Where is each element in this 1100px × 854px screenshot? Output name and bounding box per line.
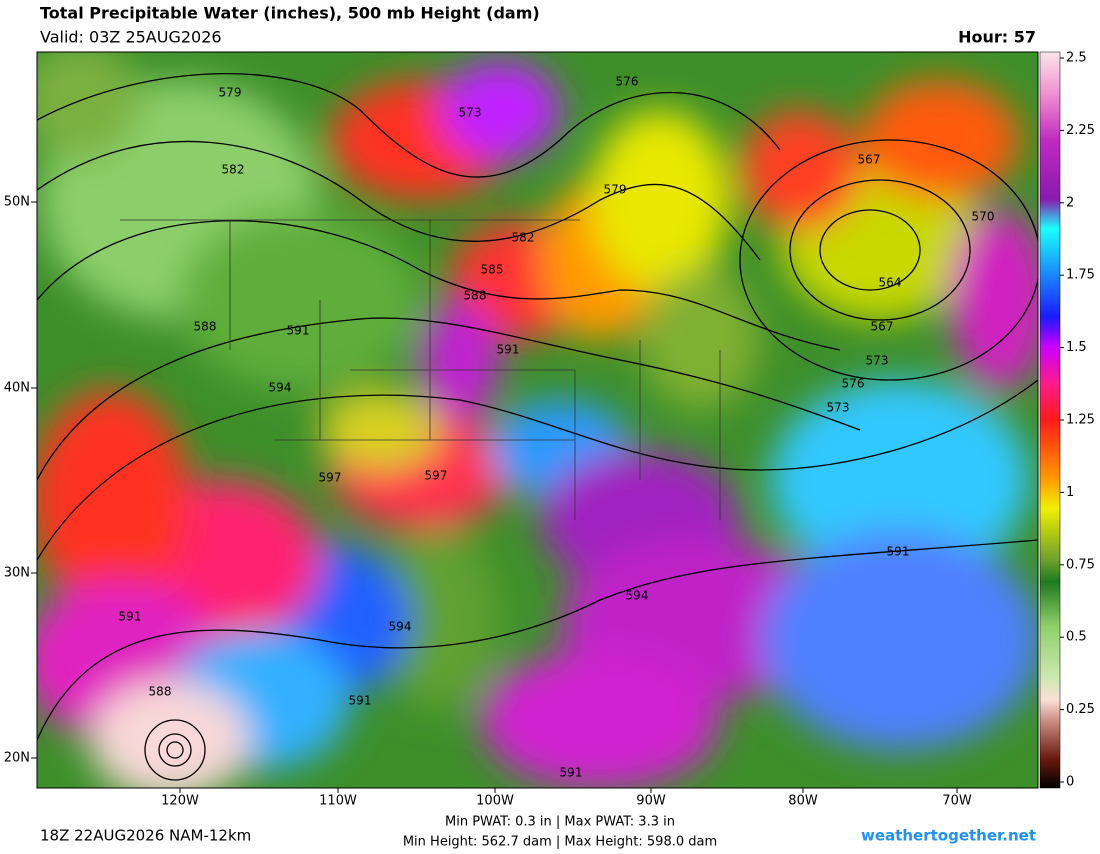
lon-label: 70W bbox=[942, 794, 972, 809]
colorbar-label: 0.5 bbox=[1066, 630, 1087, 645]
contour-label: 588 bbox=[149, 685, 172, 699]
contour-label: 591 bbox=[349, 694, 372, 708]
contour-label: 573 bbox=[459, 106, 482, 120]
forecast-hour: Hour: 57 bbox=[958, 28, 1036, 47]
height-stats: Min Height: 562.7 dam | Max Height: 598.… bbox=[403, 835, 717, 850]
lon-label: 80W bbox=[788, 794, 818, 809]
colorbar-label: 1.5 bbox=[1066, 340, 1087, 355]
contour-label: 588 bbox=[194, 320, 217, 334]
colorbar-label: 2.25 bbox=[1066, 123, 1095, 138]
contour-label: 576 bbox=[842, 377, 865, 391]
contour-label: 594 bbox=[389, 620, 412, 634]
lat-label: 50N bbox=[4, 195, 30, 210]
contour-label: 585 bbox=[481, 263, 504, 277]
contour-label: 588 bbox=[464, 289, 487, 303]
contour-label: 594 bbox=[626, 589, 649, 603]
lon-label: 110W bbox=[319, 794, 357, 809]
colorbar-label: 2 bbox=[1066, 195, 1074, 210]
colorbar-label: 0 bbox=[1066, 775, 1074, 790]
colorbar-label: 0.25 bbox=[1066, 702, 1095, 717]
credit: weathertogether.net bbox=[861, 827, 1036, 845]
contour-label: 573 bbox=[827, 401, 850, 415]
lon-label: 90W bbox=[636, 794, 666, 809]
contour-label: 597 bbox=[425, 469, 448, 483]
lat-label: 20N bbox=[4, 751, 30, 766]
colorbar-label: 2.5 bbox=[1066, 51, 1087, 66]
contour-label: 591 bbox=[119, 610, 142, 624]
colorbar-label: 1.25 bbox=[1066, 413, 1095, 428]
contour-label: 582 bbox=[512, 231, 535, 245]
lon-label: 120W bbox=[161, 794, 199, 809]
contour-label: 591 bbox=[560, 766, 583, 780]
title: Total Precipitable Water (inches), 500 m… bbox=[40, 4, 540, 23]
contour-label: 591 bbox=[497, 343, 520, 357]
lat-label: 40N bbox=[4, 381, 30, 396]
pwat-field bbox=[37, 52, 1038, 788]
contour-label: 591 bbox=[287, 324, 310, 338]
contour-label: 570 bbox=[972, 210, 995, 224]
contour-label: 591 bbox=[887, 545, 910, 559]
lon-label: 100W bbox=[476, 794, 514, 809]
colorbar-label: 1.75 bbox=[1066, 268, 1095, 283]
colorbar bbox=[1039, 51, 1061, 789]
contour-label: 576 bbox=[616, 75, 639, 89]
contour-label: 564 bbox=[879, 276, 902, 290]
valid-time: Valid: 03Z 25AUG2026 bbox=[40, 28, 222, 47]
boundaries bbox=[120, 219, 721, 520]
lat-label: 30N bbox=[4, 566, 30, 581]
contour-label: 582 bbox=[222, 163, 245, 177]
contour-label: 567 bbox=[858, 153, 881, 167]
contour-label: 597 bbox=[319, 471, 342, 485]
contour-label: 579 bbox=[604, 183, 627, 197]
contour-label: 567 bbox=[871, 320, 894, 334]
height-contours bbox=[37, 73, 1038, 781]
pwat-stats: Min PWAT: 0.3 in | Max PWAT: 3.3 in bbox=[445, 815, 675, 830]
colorbar-label: 0.75 bbox=[1066, 557, 1095, 572]
contour-label: 594 bbox=[269, 381, 292, 395]
colorbar-label: 1 bbox=[1066, 485, 1074, 500]
contour-label: 573 bbox=[866, 354, 889, 368]
map-frame bbox=[36, 51, 1039, 789]
contour-label: 579 bbox=[219, 86, 242, 100]
model-run: 18Z 22AUG2026 NAM-12km bbox=[40, 827, 251, 845]
